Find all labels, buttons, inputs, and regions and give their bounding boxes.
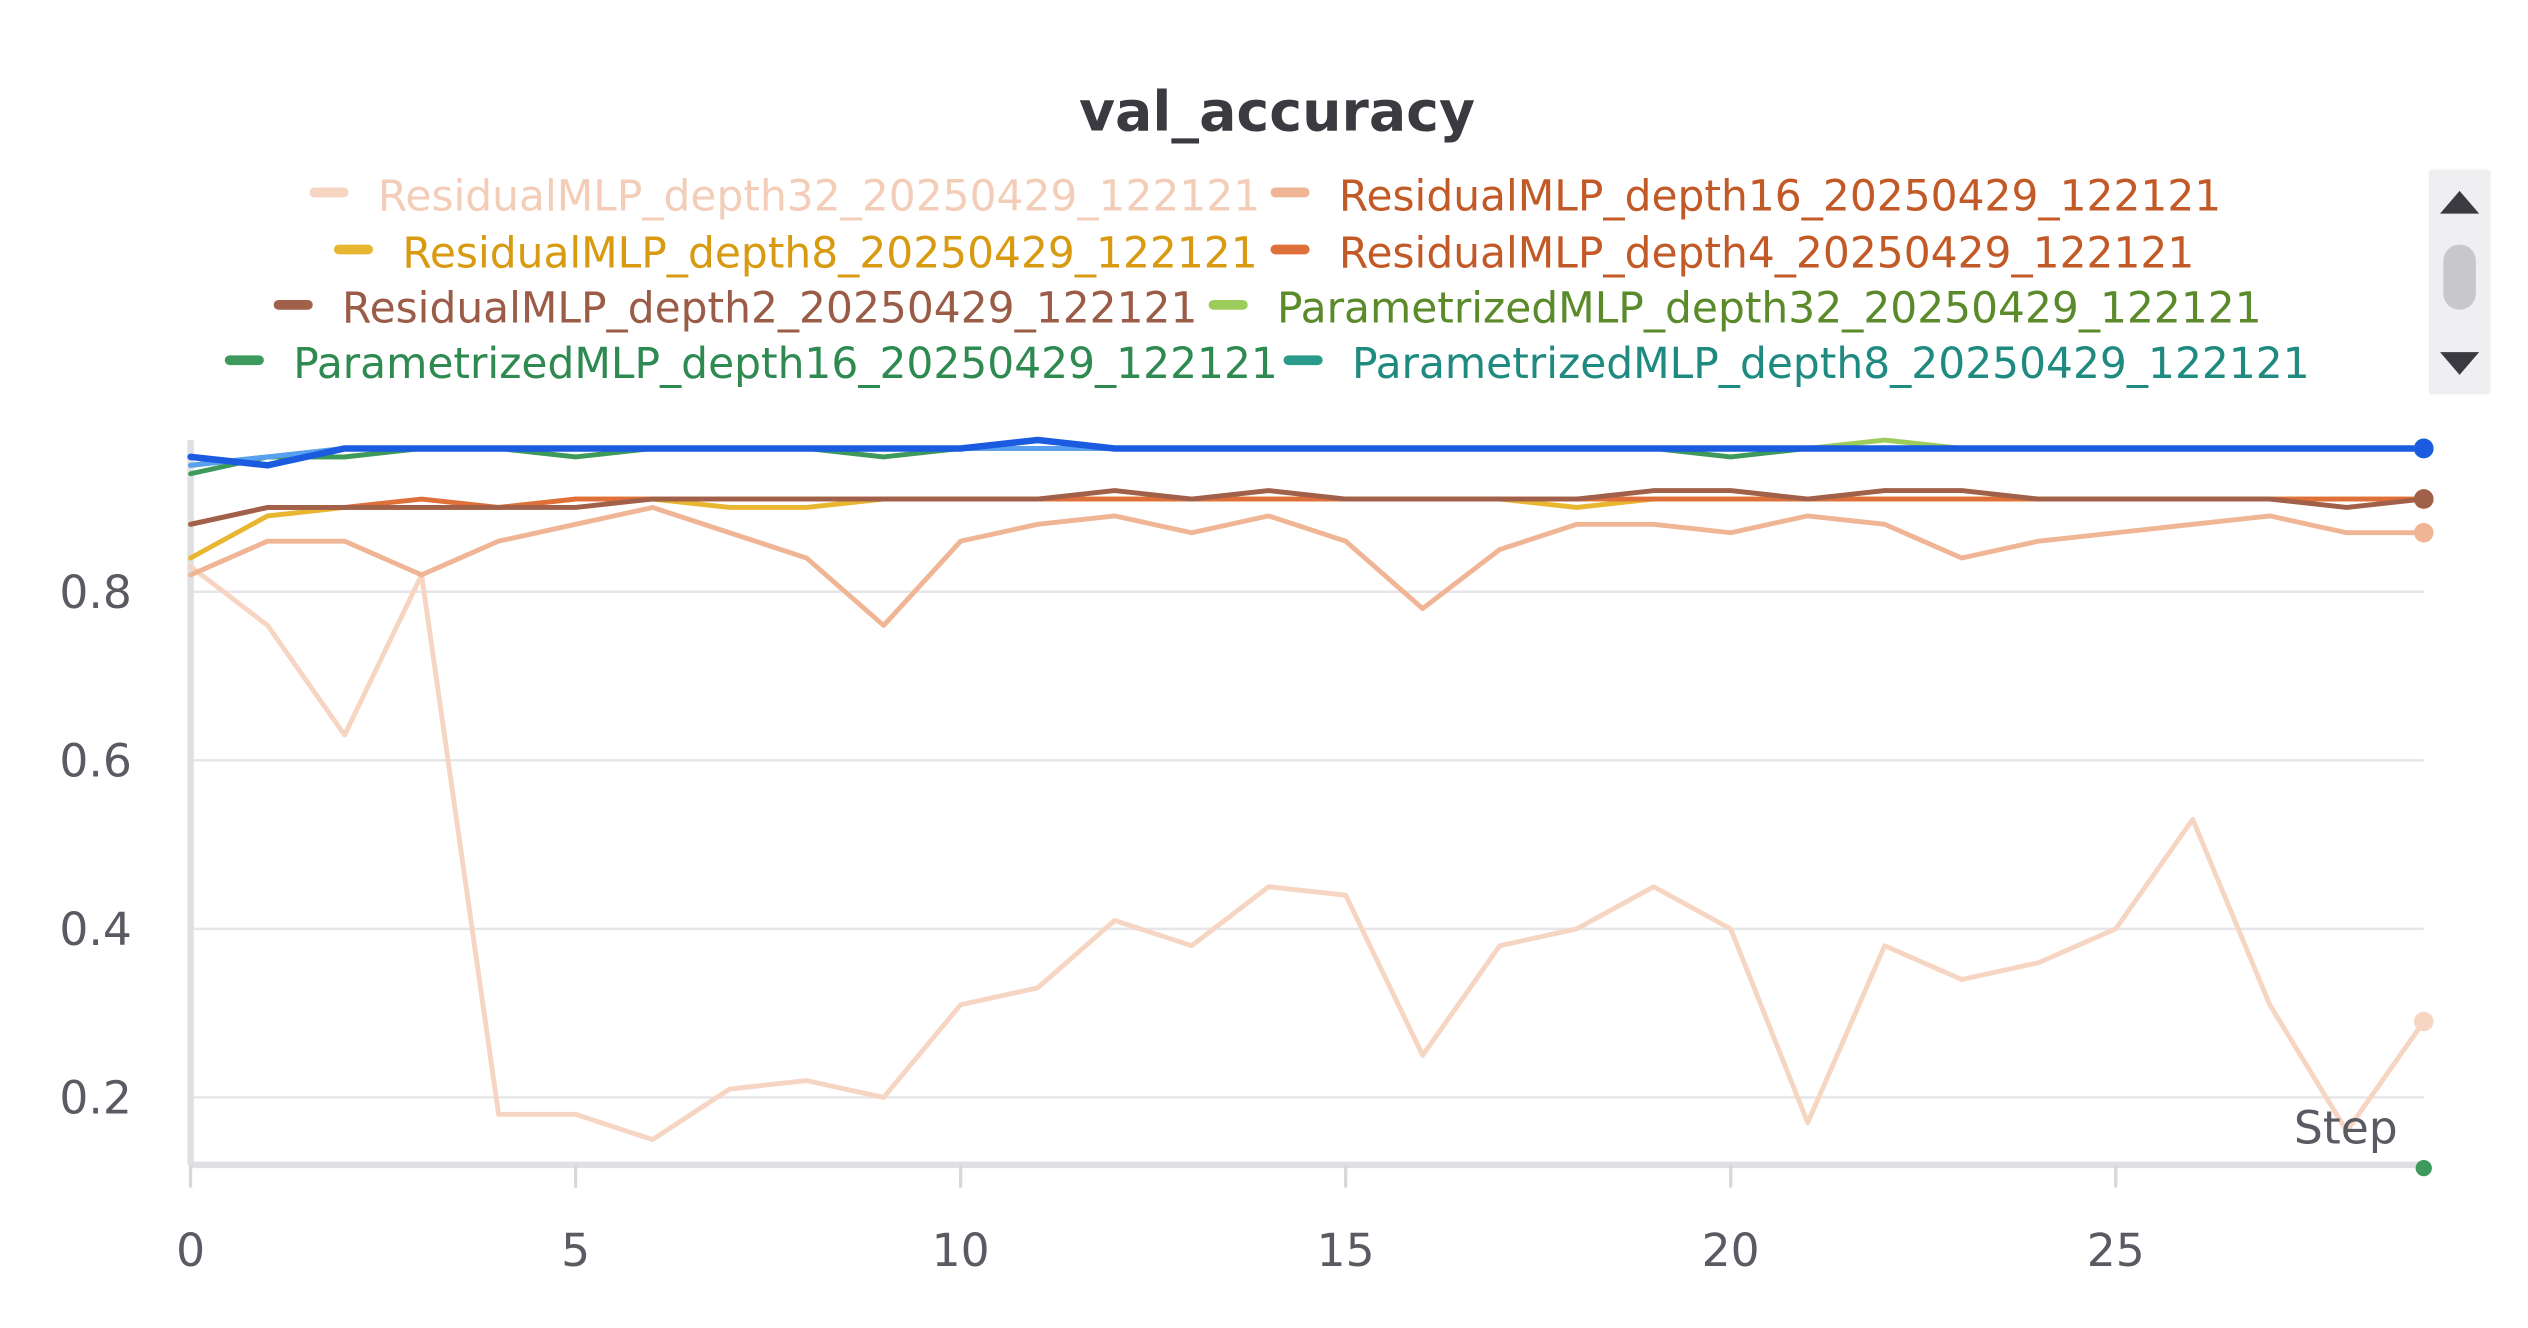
legend-item: ResidualMLP_depth16_20250429_122121: [1270, 171, 2221, 220]
scroll-up-icon[interactable]: [2440, 190, 2480, 214]
x-tick-label: 0: [176, 1224, 205, 1277]
series-line: [188, 505, 2427, 628]
legend-label: ParametrizedMLP_depth16_20250429_122121: [293, 339, 1278, 388]
chart-title: val_accuracy: [1079, 81, 1475, 145]
end-markers: [2413, 438, 2434, 1177]
series-line: [187, 436, 2428, 469]
axes: 0.2 0.4 0.6 0.8 0 5 10 15 20 25: [59, 440, 2424, 1277]
y-tick-label: 0.6: [59, 735, 132, 788]
legend-label: ResidualMLP_depth2_20250429_122121: [342, 284, 1197, 333]
legend-label: ParametrizedMLP_depth8_20250429_122121: [1352, 339, 2310, 388]
grid-lines: [190, 590, 2424, 1099]
legend-label: ResidualMLP_depth8_20250429_122121: [402, 228, 1257, 277]
y-tick-label: 0.8: [59, 566, 132, 619]
x-tick-label: 20: [1702, 1224, 1760, 1277]
legend-swatch: [309, 187, 349, 198]
series-line: [188, 496, 2427, 527]
legend-swatch: [273, 299, 313, 310]
x-tick-label: 10: [932, 1224, 990, 1277]
series-lines: [187, 436, 2428, 1143]
legend-swatch: [224, 355, 264, 366]
x-tick-label: 5: [561, 1224, 590, 1277]
legend: ResidualMLP_depth32_20250429_122121 Resid…: [224, 171, 2310, 388]
series-line: [188, 488, 2427, 527]
legend-item: ParametrizedMLP_depth8_20250429_122121: [1283, 339, 2310, 388]
series-line: [188, 564, 2427, 1143]
legend-item: ResidualMLP_depth32_20250429_122121: [309, 171, 1260, 220]
legend-item: ResidualMLP_depth2_20250429_122121: [273, 284, 1197, 333]
legend-label: ResidualMLP_depth32_20250429_122121: [378, 171, 1260, 220]
legend-swatch: [1208, 299, 1248, 310]
legend-swatch: [1270, 244, 1310, 255]
legend-swatch: [1283, 355, 1323, 366]
legend-item: ResidualMLP_depth8_20250429_122121: [333, 228, 1258, 277]
series-line: [188, 446, 2427, 477]
legend-label: ResidualMLP_depth16_20250429_122121: [1339, 171, 2221, 220]
x-tick-label: 25: [2087, 1224, 2145, 1277]
y-tick-label: 0.2: [59, 1072, 132, 1125]
legend-item: ParametrizedMLP_depth16_20250429_122121: [224, 339, 1278, 388]
legend-label: ResidualMLP_depth4_20250429_122121: [1339, 228, 2194, 277]
series-end-marker: [2413, 522, 2434, 543]
x-tick-label: 15: [1317, 1224, 1375, 1277]
scroll-down-icon[interactable]: [2440, 352, 2480, 375]
series-end-marker: [2413, 1011, 2434, 1032]
legend-item: ParametrizedMLP_depth32_20250429_122121: [1208, 284, 2262, 333]
scroll-thumb[interactable]: [2443, 244, 2476, 310]
legend-scrollbar[interactable]: [2428, 169, 2491, 395]
legend-item: ResidualMLP_depth4_20250429_122121: [1270, 228, 2194, 277]
x-axis-label: Step: [2294, 1102, 2398, 1155]
legend-swatch: [1270, 187, 1310, 198]
series-end-marker: [2413, 438, 2434, 459]
legend-swatch: [333, 244, 374, 255]
y-tick-label: 0.4: [59, 903, 132, 956]
baseline-marker: [2415, 1159, 2432, 1177]
legend-label: ParametrizedMLP_depth32_20250429_122121: [1277, 284, 2262, 333]
series-end-marker: [2413, 489, 2434, 509]
